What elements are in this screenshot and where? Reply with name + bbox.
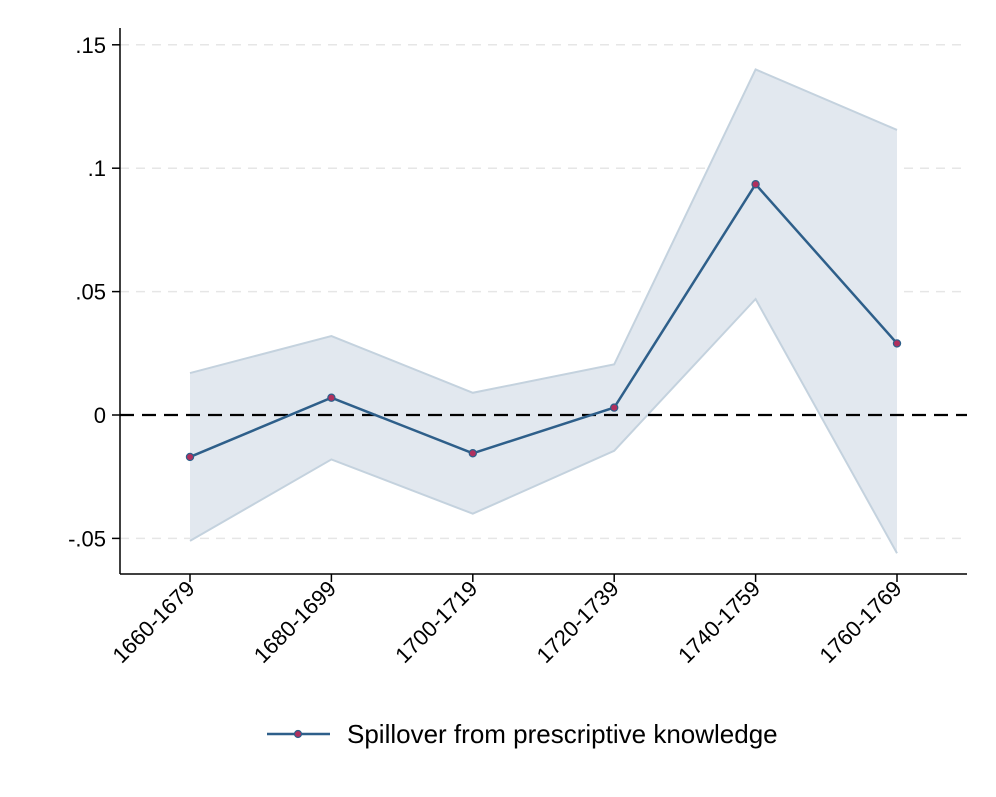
confidence-band-group <box>189 68 898 554</box>
y-tick-label: .1 <box>88 156 106 181</box>
x-tick-label: 1720-1739 <box>532 576 624 668</box>
data-point <box>327 393 336 402</box>
data-point <box>468 449 477 458</box>
series-line <box>189 182 898 459</box>
data-point <box>751 180 760 189</box>
x-tick-label: 1680-1699 <box>249 576 341 668</box>
confidence-band <box>190 69 897 554</box>
legend: Spillover from prescriptive knowledge <box>267 719 778 749</box>
x-tick-label: 1760-1769 <box>814 576 906 668</box>
x-tick-label: 1700-1719 <box>390 576 482 668</box>
y-tick-label: .15 <box>75 33 106 58</box>
x-tick-label: 1660-1679 <box>107 576 199 668</box>
y-tick-label: .05 <box>75 280 106 305</box>
y-tick-label: 0 <box>94 403 106 428</box>
data-point <box>892 339 902 348</box>
series-line-group <box>185 180 902 462</box>
y-axis-ticks: -.05 0 .05 .1 .15 <box>68 33 120 551</box>
data-point <box>610 403 619 412</box>
data-point <box>185 452 195 462</box>
confidence-band-lower-edge <box>189 297 898 554</box>
x-tick-label: 1740-1759 <box>673 576 765 668</box>
y-tick-label: -.05 <box>68 526 106 551</box>
x-axis-ticks: 1660-1679 1680-1699 1700-1719 1720-1739 1740… <box>107 574 907 668</box>
confidence-band-upper-edge <box>189 68 898 394</box>
legend-marker <box>293 729 303 739</box>
legend-label: Spillover from prescriptive knowledge <box>347 719 778 749</box>
axes <box>119 28 967 575</box>
